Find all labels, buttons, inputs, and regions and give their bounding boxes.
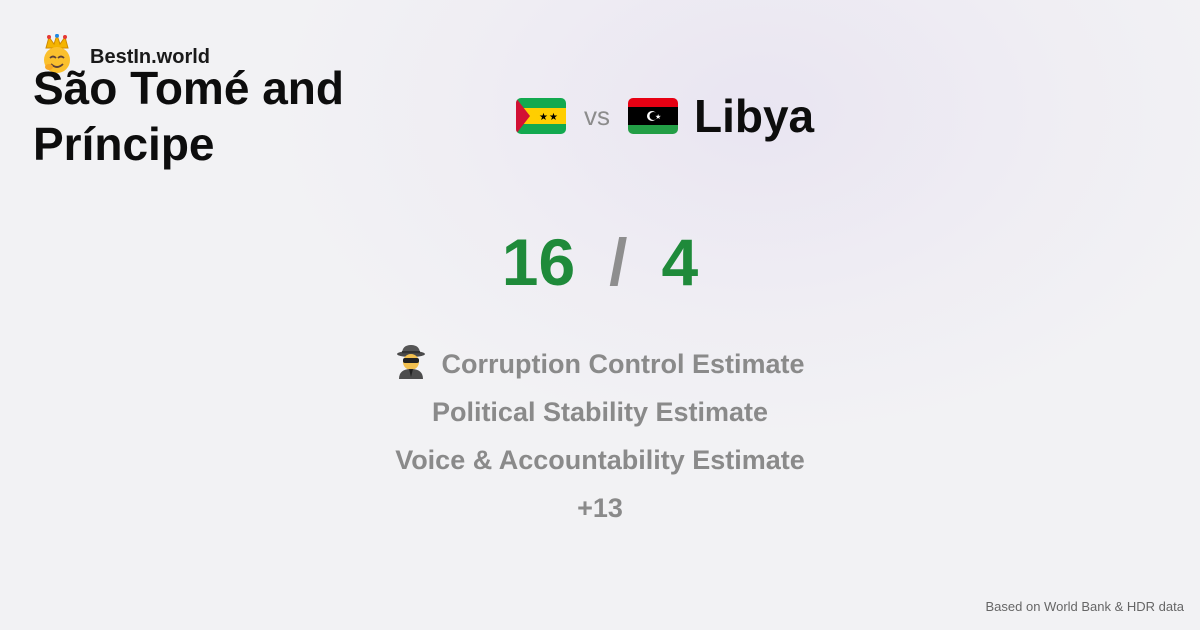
right-score: 4 <box>661 225 699 299</box>
metric-item: Corruption Control Estimate <box>0 340 1200 388</box>
metric-label: Voice & Accountability Estimate <box>395 445 805 475</box>
libya-flag-icon: ★ <box>628 98 678 134</box>
score-separator: / <box>609 225 628 299</box>
sao-tome-flag-icon: ★ ★ <box>516 98 566 134</box>
matchup-header: ★ ★ vs ★ Libya <box>516 88 814 144</box>
left-score: 16 <box>501 225 576 299</box>
data-source-note: Based on World Bank & HDR data <box>985 599 1184 614</box>
left-country-name: São Tomé and Príncipe <box>33 62 344 170</box>
metric-label: Corruption Control Estimate <box>441 349 805 379</box>
svg-text:★: ★ <box>549 112 558 123</box>
brand-name: BestIn.world <box>90 46 211 68</box>
metric-item: Political Stability Estimate <box>0 388 1200 436</box>
score-display: 16 / 4 <box>0 222 1200 302</box>
svg-text:★: ★ <box>539 112 548 123</box>
crowned-face-icon <box>44 34 70 73</box>
more-metrics-count: +13 <box>577 493 623 523</box>
metric-label: Political Stability Estimate <box>431 397 769 427</box>
metrics-list: Corruption Control Estimate Political St… <box>0 340 1200 532</box>
right-country-name: Libya <box>694 90 815 142</box>
spy-icon <box>396 345 425 379</box>
vs-label: vs <box>584 100 610 131</box>
metric-item: Voice & Accountability Estimate <box>0 436 1200 484</box>
svg-text:★: ★ <box>655 113 661 121</box>
